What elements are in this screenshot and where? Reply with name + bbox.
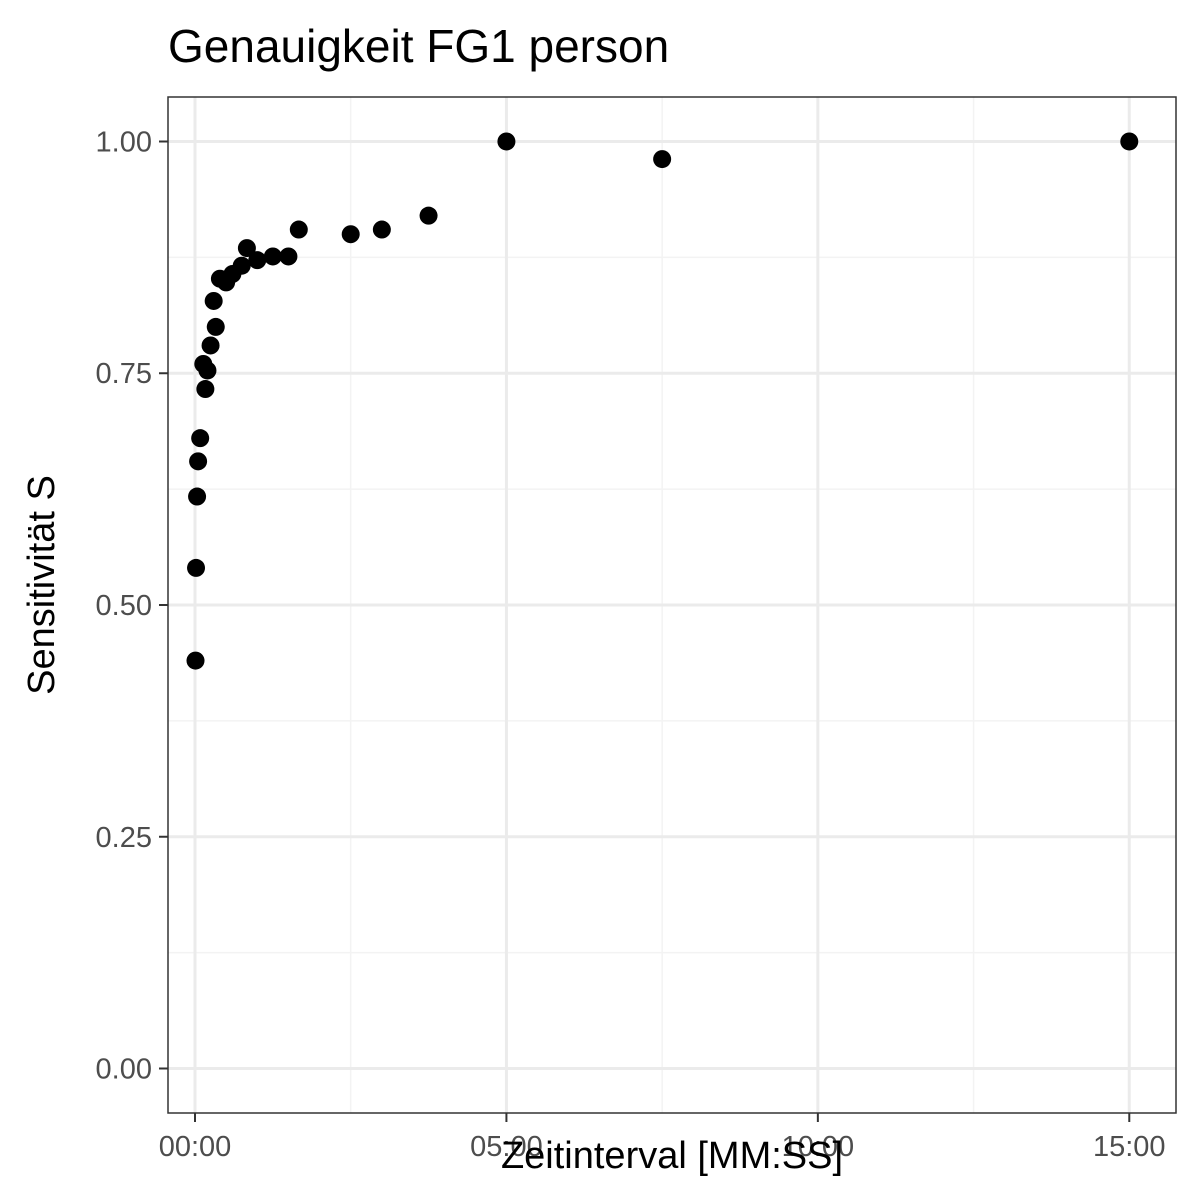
data-point bbox=[1120, 132, 1139, 151]
y-axis-title: Sensitivität S bbox=[21, 475, 63, 695]
y-tick-label: 0.25 bbox=[96, 822, 152, 854]
y-tick-label: 0.00 bbox=[96, 1054, 152, 1086]
data-point bbox=[204, 291, 223, 310]
data-points bbox=[186, 132, 1139, 670]
y-tick-label: 0.50 bbox=[96, 590, 152, 622]
data-point bbox=[263, 247, 282, 266]
data-point bbox=[188, 487, 207, 506]
x-tick-label: 00:00 bbox=[159, 1131, 232, 1163]
x-tick-label: 05:00 bbox=[470, 1131, 543, 1163]
data-point bbox=[191, 429, 210, 448]
y-tick-label: 1.00 bbox=[96, 126, 152, 158]
grid bbox=[168, 97, 1176, 1113]
data-point bbox=[653, 150, 672, 169]
data-point bbox=[201, 336, 220, 355]
data-point bbox=[497, 132, 516, 151]
x-axis-title: Zeitinterval [MM:SS] bbox=[501, 1135, 843, 1177]
data-point bbox=[237, 239, 256, 258]
x-tick-label: 15:00 bbox=[1093, 1131, 1166, 1163]
data-point bbox=[232, 256, 251, 275]
axes: 0.00 0.25 0.50 0.75 1.00 00:00 05:00 10:00 15:00 bbox=[96, 126, 1166, 1163]
data-point bbox=[189, 452, 208, 471]
x-tick-label: 10:00 bbox=[782, 1131, 855, 1163]
data-point bbox=[372, 220, 391, 239]
data-point bbox=[419, 206, 438, 225]
data-point bbox=[206, 317, 225, 336]
data-point bbox=[187, 558, 206, 577]
data-point bbox=[186, 651, 205, 670]
data-point bbox=[196, 380, 215, 399]
data-point bbox=[341, 225, 360, 244]
y-tick-label: 0.75 bbox=[96, 358, 152, 390]
data-point bbox=[279, 247, 298, 266]
data-point bbox=[198, 361, 217, 380]
chart-title: Genauigkeit FG1 person bbox=[168, 20, 669, 72]
data-point bbox=[248, 251, 267, 270]
data-point bbox=[289, 220, 308, 239]
